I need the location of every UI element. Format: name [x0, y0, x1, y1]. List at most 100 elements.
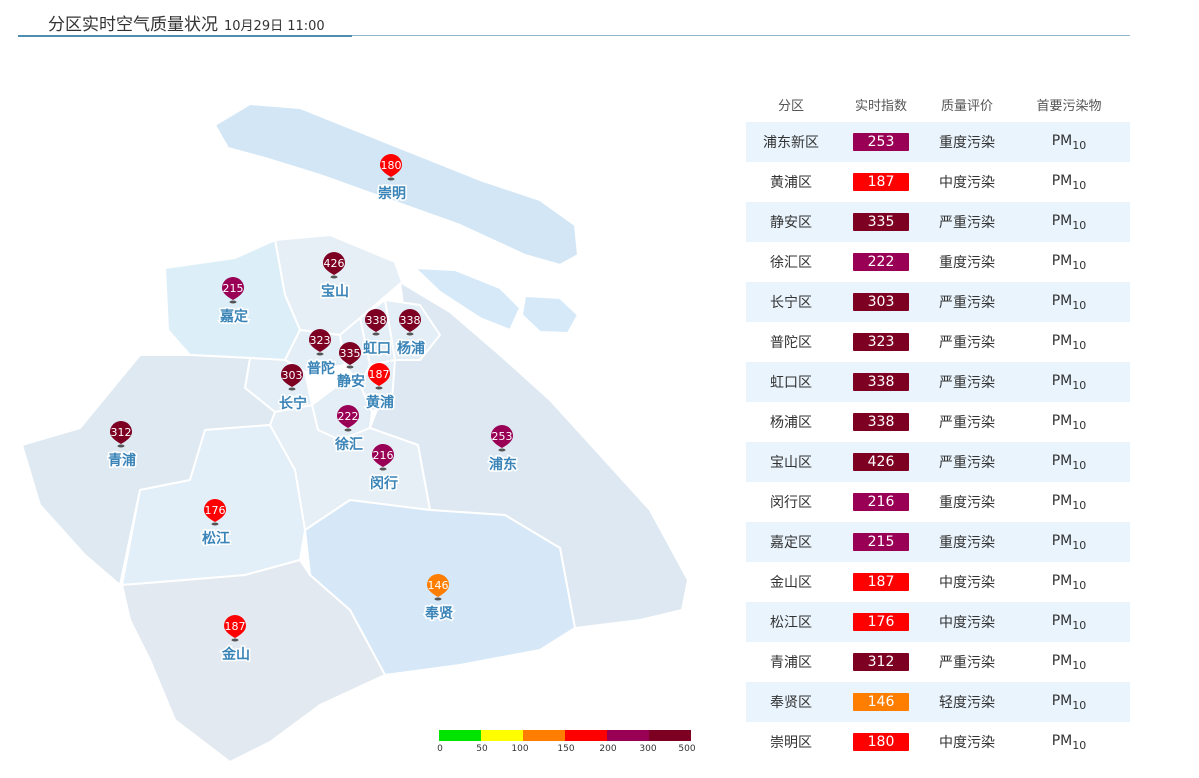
marker-anchor-dot — [117, 444, 125, 448]
primary-pollutant: PM10 — [1008, 613, 1130, 632]
map-marker[interactable]: 187 黄浦 — [365, 363, 396, 413]
marker-anchor-dot — [229, 300, 237, 304]
map-marker[interactable]: 312 青浦 — [107, 421, 138, 471]
map-marker[interactable]: 216 闵行 — [369, 444, 400, 494]
primary-pollutant: PM10 — [1008, 413, 1130, 432]
map-marker[interactable]: 215 嘉定 — [218, 277, 250, 327]
table-row[interactable]: 徐汇区 222 重度污染 PM10 — [746, 242, 1130, 282]
aqi-badge: 253 — [853, 133, 909, 151]
map-marker[interactable]: 426 宝山 — [320, 252, 351, 302]
legend-swatch — [481, 730, 523, 741]
pollutant-subscript: 10 — [1072, 458, 1087, 472]
table-row[interactable]: 青浦区 312 严重污染 PM10 — [746, 642, 1130, 682]
district-name: 黄浦区 — [770, 175, 812, 191]
table-row[interactable]: 黄浦区 187 中度污染 PM10 — [746, 162, 1130, 202]
marker-anchor-dot — [434, 597, 442, 601]
map-marker[interactable]: 253 浦东 — [488, 425, 519, 475]
pollutant-subscript: 10 — [1072, 138, 1087, 152]
table-row[interactable]: 奉贤区 146 轻度污染 PM10 — [746, 682, 1130, 722]
marker-district-label: 奉贤 — [425, 605, 453, 622]
legend-tick: 200 — [599, 744, 617, 754]
marker-anchor-dot — [211, 522, 219, 526]
marker-aqi-value: 335 — [340, 347, 361, 360]
aqi-cell: 180 — [836, 733, 926, 751]
marker-aqi-value: 312 — [111, 426, 132, 439]
table-row[interactable]: 闵行区 216 重度污染 PM10 — [746, 482, 1130, 522]
marker-anchor-dot — [498, 448, 506, 452]
table-row[interactable]: 金山区 187 中度污染 PM10 — [746, 562, 1130, 602]
map-marker[interactable]: 335 静安 — [336, 342, 367, 392]
primary-pollutant: PM10 — [1008, 253, 1130, 272]
map-marker[interactable]: 180 崇明 — [377, 154, 408, 204]
region-jinshan[interactable] — [121, 559, 386, 763]
pollutant-name: PM — [1051, 172, 1073, 189]
map-marker[interactable]: 303 长宁 — [278, 364, 309, 414]
marker-anchor-dot — [231, 638, 239, 642]
table-row[interactable]: 普陀区 323 严重污染 PM10 — [746, 322, 1130, 362]
table-row[interactable]: 杨浦区 338 严重污染 PM10 — [746, 402, 1130, 442]
map-marker[interactable]: 338 虹口 — [362, 309, 393, 359]
table-row[interactable]: 浦东新区 253 重度污染 PM10 — [746, 122, 1130, 162]
marker-aqi-value: 303 — [282, 369, 303, 382]
district-name: 徐汇区 — [770, 255, 812, 271]
marker-aqi-value: 215 — [223, 282, 244, 295]
marker-anchor-dot — [346, 365, 354, 369]
map-marker[interactable]: 338 杨浦 — [396, 309, 427, 359]
map-marker[interactable]: 176 松江 — [201, 499, 232, 549]
header-accent-line — [18, 35, 352, 37]
district-name: 金山区 — [770, 575, 812, 591]
table-row[interactable]: 嘉定区 215 重度污染 PM10 — [746, 522, 1130, 562]
table-row[interactable]: 虹口区 338 严重污染 PM10 — [746, 362, 1130, 402]
map-marker[interactable]: 222 徐汇 — [333, 405, 365, 455]
pollutant-name: PM — [1051, 132, 1073, 149]
page-header: 分区实时空气质量状况 10月29日 11:00 — [18, 0, 1130, 38]
aqi-cell: 222 — [836, 253, 926, 271]
district-name: 杨浦区 — [770, 415, 812, 431]
legend-color-bar — [439, 730, 691, 741]
header-divider — [18, 35, 1130, 36]
marker-anchor-dot — [344, 428, 352, 432]
pollutant-subscript: 10 — [1072, 498, 1087, 512]
aqi-badge: 176 — [853, 613, 909, 631]
aqi-cell: 187 — [836, 173, 926, 191]
aqi-badge: 222 — [853, 253, 909, 271]
table-header: 分区 实时指数 质量评价 首要污染物 — [746, 86, 1130, 122]
aqi-cell: 216 — [836, 493, 926, 511]
table-body: 浦东新区 253 重度污染 PM10 黄浦区 187 中度污染 PM10 静安区 335 严重污染 P… — [746, 122, 1130, 762]
legend-tick: 150 — [557, 744, 575, 754]
table-row[interactable]: 宝山区 426 严重污染 PM10 — [746, 442, 1130, 482]
quality-level: 重度污染 — [939, 535, 995, 551]
quality-level: 中度污染 — [939, 735, 995, 751]
marker-district-label: 嘉定 — [219, 308, 248, 325]
legend-swatch — [523, 730, 565, 741]
aqi-cell: 312 — [836, 653, 926, 671]
region-changxing[interactable] — [414, 267, 521, 331]
legend-swatch — [649, 730, 691, 741]
shanghai-district-map: 180 崇明 426 宝山 215 嘉定 338 虹口 338 杨浦 323 普陀 335 静安 187 黄浦… — [21, 103, 689, 763]
table-row[interactable]: 松江区 176 中度污染 PM10 — [746, 602, 1130, 642]
aqi-badge: 323 — [853, 333, 909, 351]
table-row[interactable]: 崇明区 180 中度污染 PM10 — [746, 722, 1130, 762]
header-pollutant: 首要污染物 — [1036, 98, 1102, 114]
table-row[interactable]: 长宁区 303 严重污染 PM10 — [746, 282, 1130, 322]
map-marker[interactable]: 323 普陀 — [306, 329, 337, 379]
legend-tick: 0 — [437, 744, 443, 754]
region-chongming[interactable] — [214, 103, 579, 266]
map-marker[interactable]: 146 奉贤 — [424, 574, 455, 624]
region-hengsha[interactable] — [521, 295, 579, 334]
aqi-badge: 215 — [853, 533, 909, 551]
aqi-cell: 335 — [836, 213, 926, 231]
pollutant-name: PM — [1051, 292, 1073, 309]
aqi-cell: 338 — [836, 413, 926, 431]
quality-level: 严重污染 — [939, 295, 995, 311]
map-marker[interactable]: 187 金山 — [220, 615, 252, 665]
marker-anchor-dot — [406, 332, 414, 336]
table-row[interactable]: 静安区 335 严重污染 PM10 — [746, 202, 1130, 242]
aqi-badge: 335 — [853, 213, 909, 231]
marker-district-label: 浦东 — [489, 456, 517, 473]
primary-pollutant: PM10 — [1008, 453, 1130, 472]
aqi-cell: 303 — [836, 293, 926, 311]
header-quality: 质量评价 — [940, 98, 993, 114]
region-pudong[interactable] — [369, 281, 689, 629]
legend-swatch — [565, 730, 607, 741]
